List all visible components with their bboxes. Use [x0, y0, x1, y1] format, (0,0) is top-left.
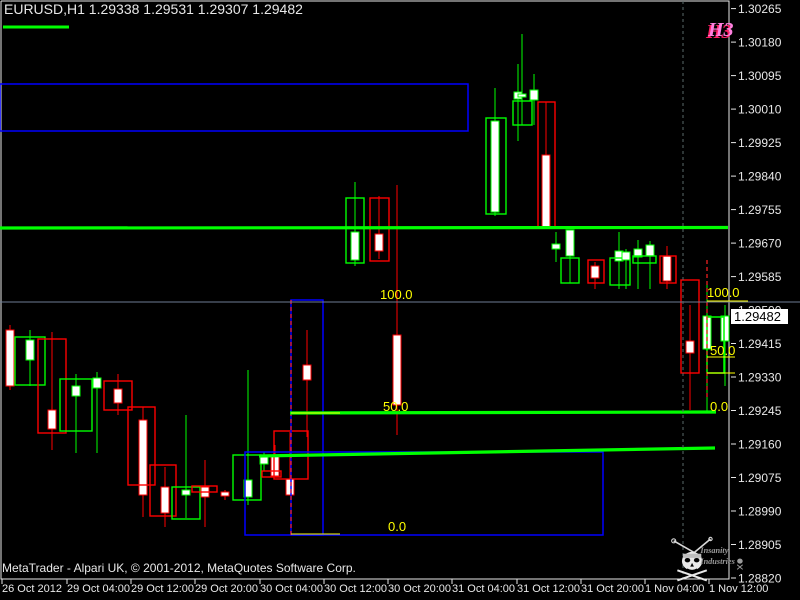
svg-text:30 Oct 20:00: 30 Oct 20:00 — [388, 583, 451, 595]
svg-text:31 Oct 04:00: 31 Oct 04:00 — [452, 583, 515, 595]
svg-text:0.0: 0.0 — [710, 399, 728, 414]
svg-text:1.29075: 1.29075 — [738, 471, 782, 485]
svg-text:1.29840: 1.29840 — [738, 170, 782, 184]
svg-text:0.0: 0.0 — [388, 519, 406, 534]
svg-text:1 Nov 04:00: 1 Nov 04:00 — [645, 583, 704, 595]
svg-text:1.28990: 1.28990 — [738, 505, 782, 519]
svg-text:H3: H3 — [707, 19, 734, 41]
svg-text:1.30095: 1.30095 — [738, 69, 782, 83]
svg-text:1.30265: 1.30265 — [738, 2, 782, 16]
svg-text:1.29670: 1.29670 — [738, 237, 782, 251]
svg-text:1.29415: 1.29415 — [738, 337, 782, 351]
svg-text:1.30180: 1.30180 — [738, 36, 782, 50]
svg-text:30 Oct 04:00: 30 Oct 04:00 — [260, 583, 323, 595]
svg-text:29 Oct 04:00: 29 Oct 04:00 — [67, 583, 130, 595]
svg-text:Insanity: Insanity — [699, 546, 728, 555]
svg-text:29 Oct 12:00: 29 Oct 12:00 — [131, 583, 194, 595]
svg-text:1.29482: 1.29482 — [734, 309, 781, 324]
svg-text:30 Oct 12:00: 30 Oct 12:00 — [324, 583, 387, 595]
svg-text:1.28905: 1.28905 — [738, 538, 782, 552]
svg-text:1.29585: 1.29585 — [738, 270, 782, 284]
svg-text:1.29755: 1.29755 — [738, 203, 782, 217]
svg-text:26 Oct 2012: 26 Oct 2012 — [2, 583, 62, 595]
svg-text:1.29925: 1.29925 — [738, 136, 782, 150]
svg-text:1.29160: 1.29160 — [738, 438, 782, 452]
svg-text:29 Oct 20:00: 29 Oct 20:00 — [195, 583, 258, 595]
svg-text:31 Oct 20:00: 31 Oct 20:00 — [581, 583, 644, 595]
svg-text:100.0: 100.0 — [707, 285, 740, 300]
svg-text:MetaTrader - Alpari UK, © 2001: MetaTrader - Alpari UK, © 2001-2012, Met… — [2, 561, 356, 575]
svg-text:1.29245: 1.29245 — [738, 404, 782, 418]
svg-text:EURUSD,H1 1.29338 1.29531 1.2: EURUSD,H1 1.29338 1.29531 1.29307 1.2948… — [4, 1, 303, 17]
svg-text:50.0: 50.0 — [710, 343, 735, 358]
svg-text:1 Nov 12:00: 1 Nov 12:00 — [709, 583, 768, 595]
svg-text:1.30010: 1.30010 — [738, 103, 782, 117]
svg-text:1.29330: 1.29330 — [738, 371, 782, 385]
svg-text:31 Oct 12:00: 31 Oct 12:00 — [517, 583, 580, 595]
svg-text:50.0: 50.0 — [383, 399, 408, 414]
svg-text:100.0: 100.0 — [380, 287, 413, 302]
svg-text:Industries: Industries — [699, 557, 734, 566]
